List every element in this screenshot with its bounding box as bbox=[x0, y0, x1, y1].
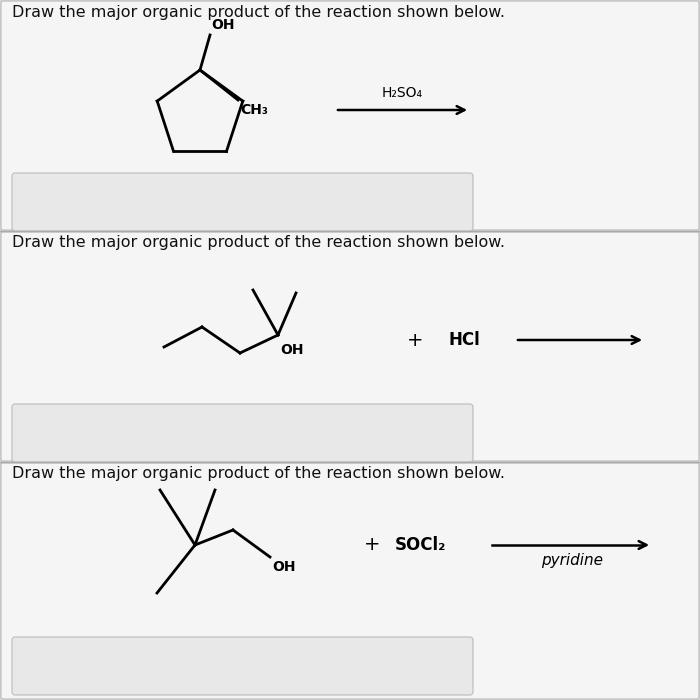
FancyBboxPatch shape bbox=[12, 173, 473, 231]
Text: Draw the major organic product of the reaction shown below.: Draw the major organic product of the re… bbox=[12, 5, 505, 20]
Text: OH: OH bbox=[211, 18, 234, 32]
FancyBboxPatch shape bbox=[1, 232, 699, 461]
FancyBboxPatch shape bbox=[12, 404, 473, 462]
Text: H₂SO₄: H₂SO₄ bbox=[382, 86, 423, 100]
Text: +: + bbox=[364, 536, 380, 554]
Text: pyridine: pyridine bbox=[541, 553, 603, 568]
Text: HCl: HCl bbox=[448, 331, 480, 349]
Text: OH: OH bbox=[272, 560, 295, 574]
FancyBboxPatch shape bbox=[1, 1, 699, 230]
Text: OH: OH bbox=[280, 343, 304, 357]
Text: SOCl₂: SOCl₂ bbox=[395, 536, 447, 554]
Text: Draw the major organic product of the reaction shown below.: Draw the major organic product of the re… bbox=[12, 466, 505, 481]
FancyBboxPatch shape bbox=[12, 637, 473, 695]
Text: Draw the major organic product of the reaction shown below.: Draw the major organic product of the re… bbox=[12, 235, 505, 250]
Text: +: + bbox=[407, 330, 424, 349]
FancyBboxPatch shape bbox=[1, 463, 699, 699]
Text: CH₃: CH₃ bbox=[240, 103, 268, 117]
